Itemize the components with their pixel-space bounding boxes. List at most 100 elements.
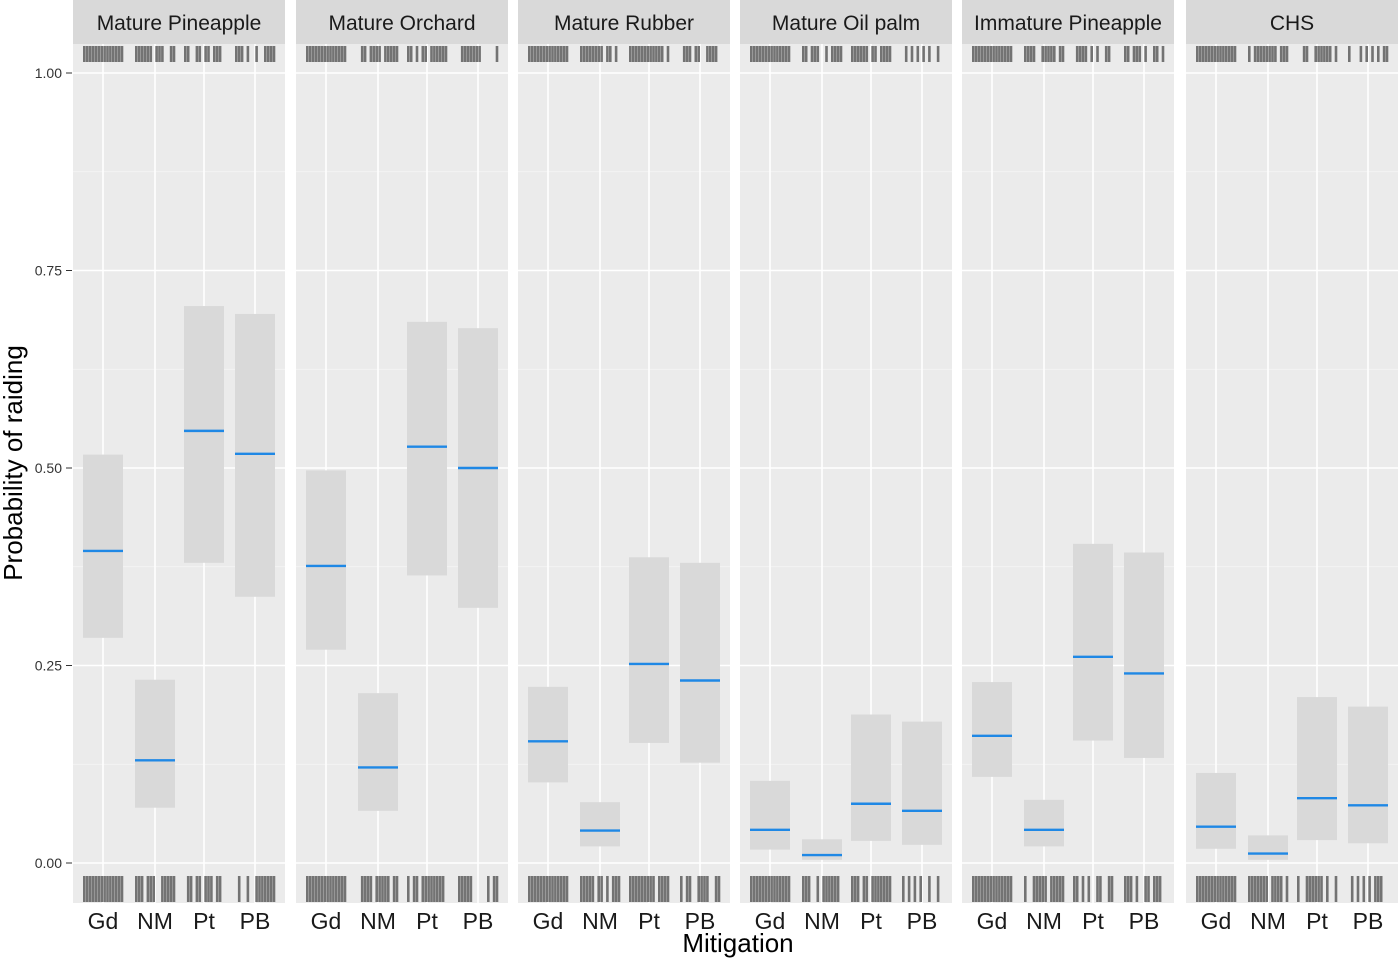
rug-mark <box>833 46 837 62</box>
rug-mark <box>140 876 144 902</box>
rug-mark <box>666 46 670 62</box>
rug-mark <box>588 46 592 62</box>
rug-mark <box>1222 46 1225 62</box>
rug-mark <box>779 876 782 902</box>
rug-mark <box>697 876 700 902</box>
rug-mark <box>94 876 98 902</box>
rug-mark <box>787 46 791 62</box>
rug-mark <box>472 46 476 62</box>
rug-mark <box>1009 46 1013 62</box>
rug-mark <box>1009 876 1013 902</box>
rug-mark <box>755 876 759 902</box>
rug-mark <box>764 876 768 902</box>
rug-mark <box>617 876 621 902</box>
x-tick-label: Gd <box>1201 908 1232 934</box>
rug-mark <box>218 876 222 902</box>
rug-mark <box>407 876 410 902</box>
rug-mark <box>614 876 618 902</box>
rug-mark <box>1006 46 1010 62</box>
x-tick-label: NM <box>1026 908 1062 934</box>
rug-mark <box>1055 876 1059 902</box>
facet-strip <box>1186 0 1398 44</box>
rug-mark <box>1155 876 1159 902</box>
rug-mark <box>469 46 473 62</box>
rug-mark <box>269 46 273 62</box>
rug-mark <box>375 46 378 62</box>
rug-mark <box>802 46 805 62</box>
rug-mark <box>433 46 436 62</box>
rug-mark <box>1081 46 1085 62</box>
rug-mark <box>974 876 978 902</box>
rug-mark <box>94 46 98 62</box>
rug-mark <box>1210 46 1214 62</box>
facet-strip <box>962 0 1174 44</box>
rug-mark <box>441 46 445 62</box>
rug-mark <box>424 46 427 62</box>
ci-box <box>750 780 790 850</box>
rug-mark <box>554 876 557 902</box>
rug-mark <box>369 876 373 902</box>
rug-mark <box>877 876 880 902</box>
rug-mark <box>320 876 324 902</box>
rug-mark <box>533 876 537 902</box>
facet-strip <box>740 0 952 44</box>
rug-mark <box>1385 46 1389 62</box>
rug-mark <box>366 876 370 902</box>
ci-box <box>1348 706 1388 844</box>
rug-mark <box>1262 876 1266 902</box>
rug-mark <box>384 46 387 62</box>
rug-mark <box>995 46 998 62</box>
rug-mark <box>548 876 551 902</box>
rug-mark <box>1271 46 1274 62</box>
rug-mark <box>856 876 860 902</box>
rug-mark <box>1279 876 1283 902</box>
rug-mark <box>907 876 911 902</box>
rug-mark <box>1073 876 1076 902</box>
rug-mark <box>836 46 840 62</box>
rug-mark <box>1061 876 1065 902</box>
rug-mark <box>1044 46 1047 62</box>
rug-mark <box>851 46 854 62</box>
rug-mark <box>703 876 706 902</box>
facet-panel: CHS Gd NM Pt PB <box>1186 0 1398 934</box>
rug-mark <box>565 46 569 62</box>
rug-mark <box>557 46 560 62</box>
x-tick-label: NM <box>1250 908 1286 934</box>
rug-mark <box>1201 876 1205 902</box>
rug-mark <box>580 876 583 902</box>
rug-mark <box>977 876 981 902</box>
rug-mark <box>492 876 496 902</box>
rug-mark <box>389 46 393 62</box>
rug-mark <box>643 46 647 62</box>
rug-mark <box>1377 876 1380 902</box>
rug-mark <box>1153 876 1156 902</box>
rug-mark <box>1323 46 1326 62</box>
rug-mark <box>1096 46 1099 62</box>
facet-panel: Mature Oil palm Gd NM Pt PB <box>740 0 952 934</box>
rug-mark <box>152 876 155 902</box>
rug-mark <box>1216 876 1219 902</box>
rug-mark <box>266 46 270 62</box>
rug-mark <box>143 46 147 62</box>
rug-mark <box>1253 876 1257 902</box>
rug-mark <box>1356 876 1360 902</box>
rug-mark <box>1377 46 1380 62</box>
rug-mark <box>109 876 112 902</box>
rug-mark <box>559 876 563 902</box>
rug-mark <box>1271 876 1274 902</box>
rug-mark <box>311 46 315 62</box>
rug-mark <box>1204 46 1208 62</box>
rug-mark <box>1210 876 1214 902</box>
rug-mark <box>802 876 805 902</box>
rug-mark <box>363 46 367 62</box>
rug-mark <box>137 876 141 902</box>
rug-mark <box>1371 46 1374 62</box>
rug-mark <box>320 46 324 62</box>
rug-mark <box>904 46 908 62</box>
rug-mark <box>1222 876 1225 902</box>
rug-mark <box>308 46 312 62</box>
rug-mark <box>998 46 1001 62</box>
rug-mark <box>1359 46 1363 62</box>
rug-mark <box>1326 876 1329 902</box>
rug-mark <box>340 876 344 902</box>
